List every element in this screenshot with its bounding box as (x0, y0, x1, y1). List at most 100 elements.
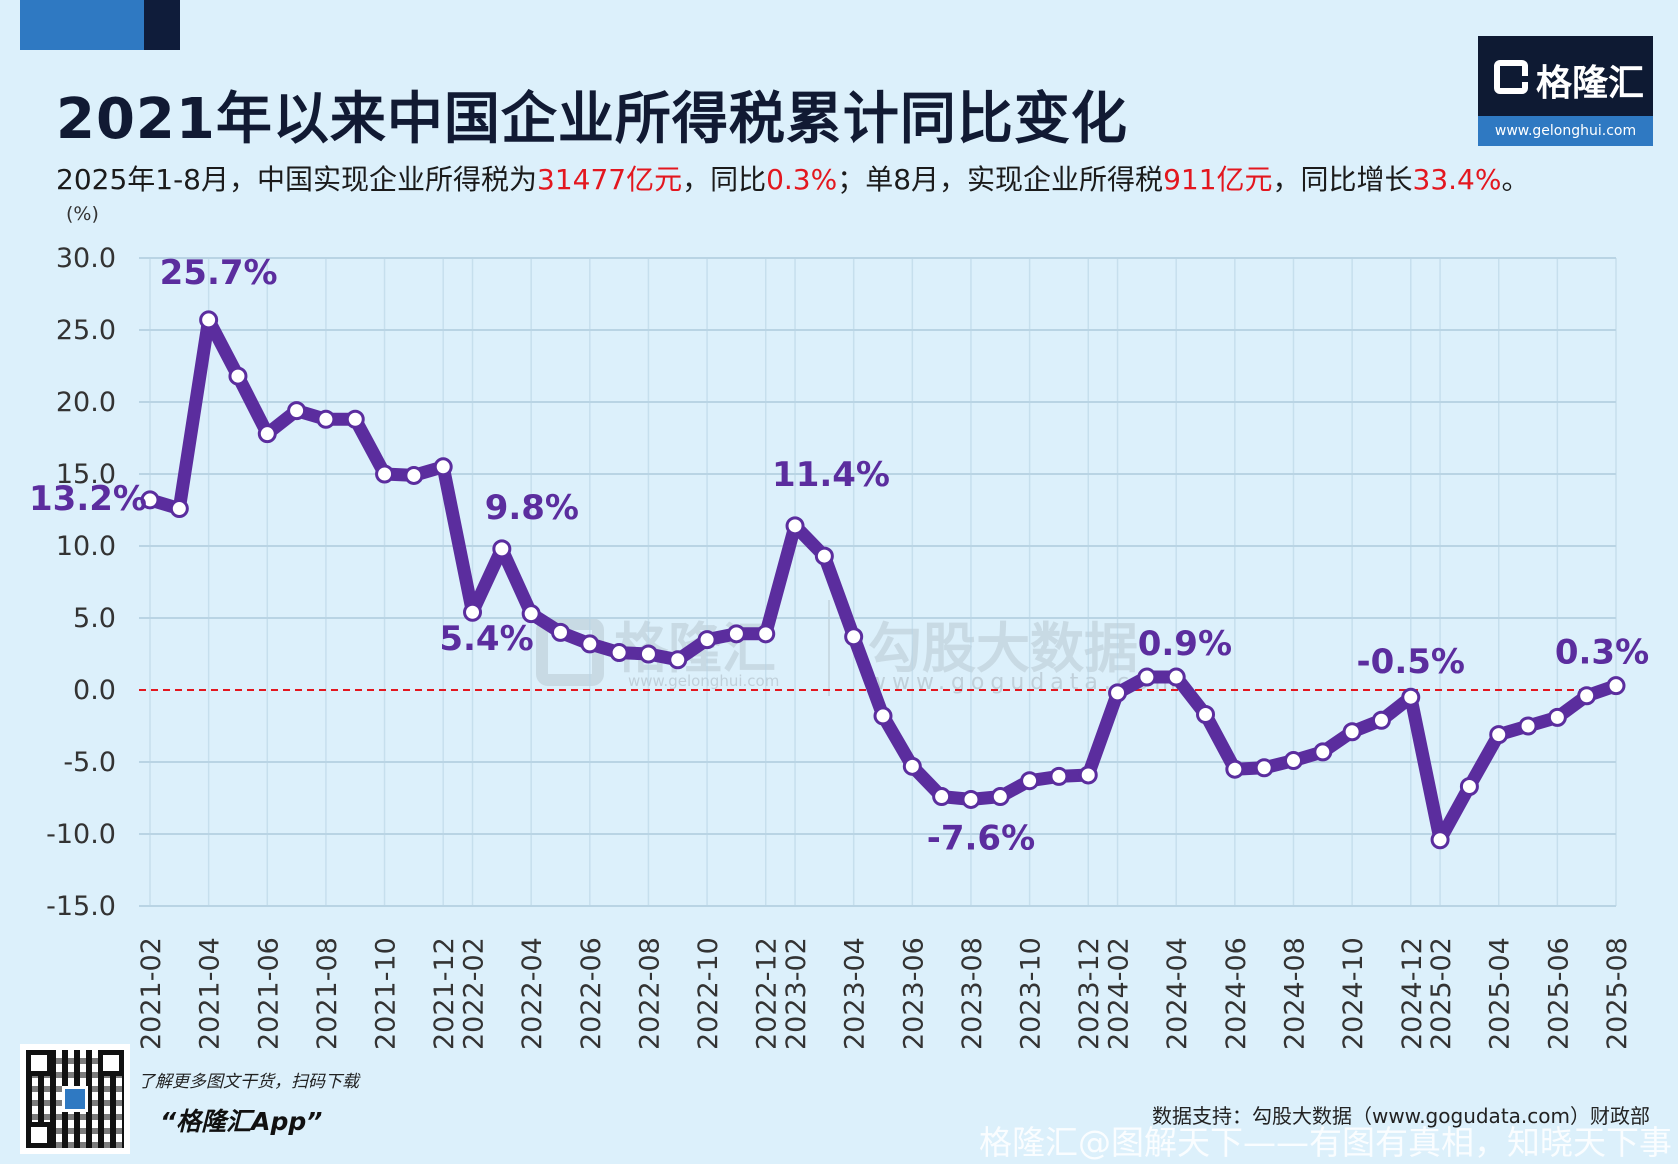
x-tick-label: 2025-02 (1426, 937, 1457, 1050)
x-tick-label: 2021-10 (371, 937, 402, 1050)
data-point (345, 409, 365, 429)
x-tick-label: 2023-06 (898, 937, 929, 1050)
logo-brand-text: 格隆汇 (1536, 63, 1645, 104)
qr-code (20, 1044, 130, 1154)
footer-watermark: 格隆汇@图解天下——有图有真相，知晓天下事 (979, 1123, 1672, 1162)
data-label: -7.6% (927, 818, 1035, 858)
data-point (521, 604, 541, 624)
data-point (1078, 765, 1098, 785)
data-point (257, 424, 277, 444)
y-tick-label: 15.0 (56, 459, 116, 490)
app-promo-text: 了解更多图文干货，扫码下载 (138, 1072, 359, 1092)
top-accent-bar (20, 0, 144, 50)
x-tick-label: 2021-08 (312, 937, 343, 1050)
data-point (609, 643, 629, 663)
y-tick-label: 20.0 (56, 387, 116, 418)
data-point (169, 499, 189, 519)
data-point (1049, 766, 1069, 786)
watermark-divider (828, 600, 830, 696)
data-label: 0.9% (1138, 624, 1232, 664)
chart-subtitle: 2025年1-8月，中国实现企业所得税为31477亿元，同比0.3%；单8月，实… (56, 158, 1530, 198)
subtitle-highlight-value: 33.4% (1412, 163, 1502, 196)
x-tick-label: 2022-02 (459, 937, 490, 1050)
y-tick-label: -10.0 (46, 819, 116, 850)
x-tick-label: 2021-06 (253, 937, 284, 1050)
subtitle-highlight-value: 911亿元 (1163, 163, 1273, 196)
y-tick-label: 0.0 (73, 675, 116, 706)
x-tick-label: 2023-04 (840, 937, 871, 1050)
x-tick-label: 2023-08 (957, 937, 988, 1050)
x-axis-ticks: 2021-02 2021-04 2021-06 2021-08 2021-10 2021-… (136, 937, 1633, 1050)
data-point (1108, 683, 1128, 703)
x-tick-label: 2022-06 (576, 937, 607, 1050)
data-labels: 13.2% 25.7% 5.4% 9.8% 11.4% -7.6% 0.9% -0.5% 0.3… (29, 253, 1649, 859)
gelonghui-logo: 格隆汇 www.gelonghui.com (1478, 36, 1653, 146)
data-point (785, 516, 805, 536)
x-tick-label: 2025-06 (1543, 937, 1574, 1050)
data-point (756, 624, 776, 644)
subtitle-text: ，同比 (682, 163, 767, 196)
data-label: 13.2% (29, 479, 147, 519)
data-point (580, 634, 600, 654)
x-tick-label: 2024-10 (1338, 937, 1369, 1050)
data-point (316, 409, 336, 429)
logo-url: www.gelonghui.com (1478, 116, 1653, 146)
y-tick-label: 10.0 (56, 531, 116, 562)
x-tick-label: 2023-10 (1016, 937, 1047, 1050)
x-tick-label: 2023-12 (1074, 937, 1105, 1050)
y-tick-label: -15.0 (46, 891, 116, 922)
x-tick-label: 2022-04 (517, 937, 548, 1050)
data-point (844, 627, 864, 647)
data-point (375, 464, 395, 484)
data-point (1196, 704, 1216, 724)
data-point (726, 624, 746, 644)
gelonghui-watermark-url: www.gelonghui.com (628, 672, 780, 690)
data-point (228, 366, 248, 386)
x-tick-label: 2024-06 (1221, 937, 1252, 1050)
subtitle-text: ，同比增长 (1272, 163, 1413, 196)
data-point (1459, 776, 1479, 796)
qr-finder (26, 1050, 52, 1076)
data-point (961, 789, 981, 809)
x-tick-label: 2024-02 (1104, 937, 1135, 1050)
data-point (638, 644, 658, 664)
data-source: 数据支持：勾股大数据（www.gogudata.com）财政部 (1151, 1104, 1650, 1128)
data-point (1283, 751, 1303, 771)
data-point (1254, 758, 1274, 778)
data-label: 0.3% (1555, 633, 1649, 673)
x-tick-label: 2024-12 (1397, 937, 1428, 1050)
data-point (1606, 676, 1626, 696)
data-point (1020, 771, 1040, 791)
data-point (1313, 742, 1333, 762)
data-point (990, 787, 1010, 807)
y-axis-ticks: 30.0 25.0 20.0 15.0 10.0 5.0 0.0 -5.0 -10.0 -15.0 (46, 243, 116, 922)
x-tick-label: 2025-08 (1602, 937, 1633, 1050)
data-label: 9.8% (485, 488, 579, 528)
subtitle-text: 。 (1501, 163, 1530, 196)
y-axis-unit-label: (%) (66, 203, 99, 225)
chart-title: 2021年以来中国企业所得税累计同比变化 (56, 87, 1128, 152)
data-point (814, 546, 834, 566)
data-label: 11.4% (772, 455, 890, 495)
x-tick-label: 2022-10 (693, 937, 724, 1050)
qr-finder (98, 1050, 124, 1076)
x-tick-label: 2021-02 (136, 937, 167, 1050)
x-tick-label: 2024-08 (1279, 937, 1310, 1050)
data-point (463, 602, 483, 622)
data-point (140, 490, 160, 510)
app-name-text: “格隆汇App” (160, 1107, 323, 1136)
qr-finder (26, 1122, 52, 1148)
subtitle-text: 2025年1-8月，中国实现企业所得税为 (56, 163, 537, 196)
data-point (1225, 759, 1245, 779)
data-point (287, 401, 307, 421)
data-point (697, 630, 717, 650)
grid-lines (139, 257, 1617, 907)
data-point (902, 756, 922, 776)
subtitle-highlight-value: 31477亿元 (537, 163, 683, 196)
data-point (1137, 667, 1157, 687)
data-label: -0.5% (1357, 642, 1465, 682)
data-point (1489, 725, 1509, 745)
data-point (404, 465, 424, 485)
subtitle-highlight-value: 0.3% (766, 163, 838, 196)
